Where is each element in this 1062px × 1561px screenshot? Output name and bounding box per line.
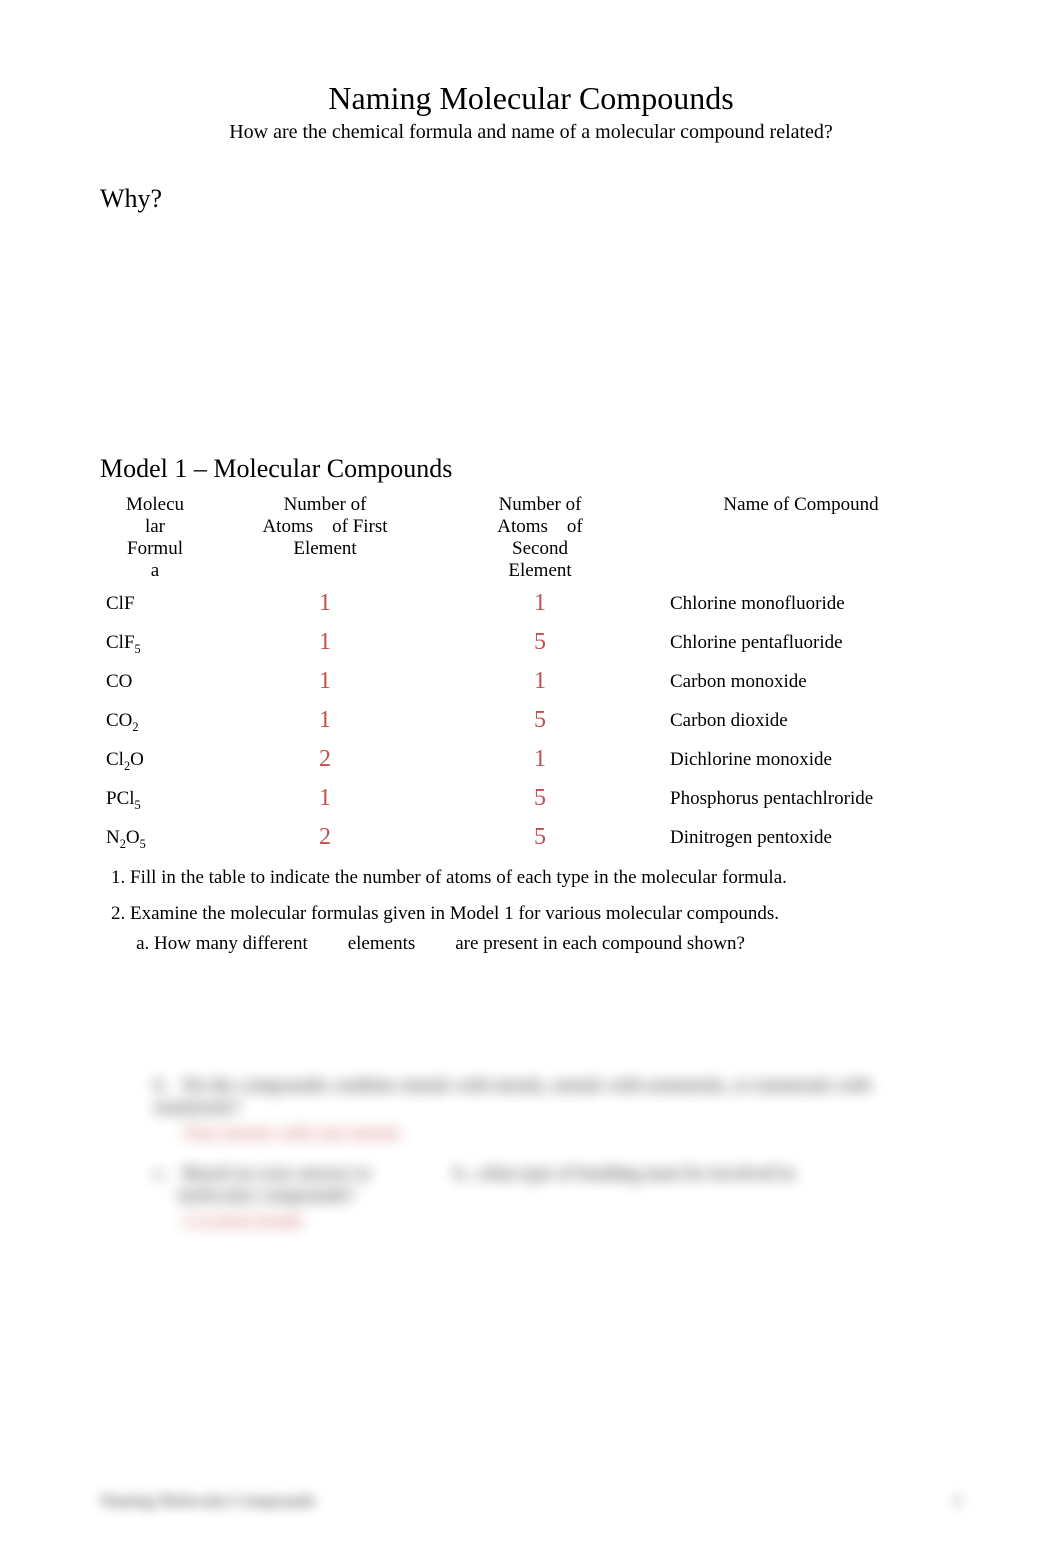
footer-right: 1: [954, 1491, 963, 1511]
table-row: N2O525Dinitrogen pentoxide: [100, 818, 962, 857]
cell-first-count: 1: [210, 623, 440, 662]
cell-formula: ClF5: [100, 623, 210, 662]
cell-second-count: 5: [440, 701, 640, 740]
q2c-letter: c.: [154, 1163, 178, 1185]
footer-left: Naming Molecular Compounds: [100, 1491, 315, 1511]
cell-first-count: 1: [210, 584, 440, 623]
cell-second-count: 5: [440, 779, 640, 818]
cell-first-count: 1: [210, 701, 440, 740]
table-row: ClF515Chlorine pentafluoride: [100, 623, 962, 662]
cell-second-count: 1: [440, 584, 640, 623]
compounds-table: MolecularFormula Number ofAtoms of First…: [100, 492, 962, 857]
cell-compound-name: Dinitrogen pentoxide: [640, 818, 962, 857]
questions-list: Fill in the table to indicate the number…: [130, 867, 962, 955]
question-2a: How many different elements are present …: [154, 933, 802, 955]
cell-formula: PCl5: [100, 779, 210, 818]
cell-formula: N2O5: [100, 818, 210, 857]
cell-formula: CO: [100, 662, 210, 701]
q2c-answer: Covalent bonds: [184, 1211, 962, 1233]
q2b-text: Do the compounds combine metals with met…: [154, 1075, 871, 1118]
page: Naming Molecular Compounds How are the c…: [0, 0, 1062, 1561]
question-2: Examine the molecular formulas given in …: [130, 903, 962, 955]
cell-compound-name: Chlorine pentafluoride: [640, 623, 962, 662]
header-formula: MolecularFormula: [100, 492, 210, 584]
q2b-answer: Non-metals with non-metals: [184, 1123, 962, 1145]
cell-formula: Cl2O: [100, 740, 210, 779]
cell-first-count: 1: [210, 779, 440, 818]
cell-compound-name: Dichlorine monoxide: [640, 740, 962, 779]
q2c-line2: molecular compounds?: [178, 1185, 962, 1207]
cell-formula: ClF: [100, 584, 210, 623]
table-row: Cl2O21Dichlorine monoxide: [100, 740, 962, 779]
q2a-p2: elements: [348, 933, 416, 955]
q2a-p1: How many different: [154, 933, 308, 955]
cell-compound-name: Carbon dioxide: [640, 701, 962, 740]
table-row: CO215Carbon dioxide: [100, 701, 962, 740]
cell-compound-name: Chlorine monofluoride: [640, 584, 962, 623]
q2c-line: c. Based on your answer to b., what type…: [154, 1163, 962, 1185]
header-second: Number ofAtoms ofSecondElement: [440, 492, 640, 584]
cell-formula: CO2: [100, 701, 210, 740]
page-footer: Naming Molecular Compounds 1: [100, 1491, 962, 1511]
table-header: MolecularFormula Number ofAtoms of First…: [100, 492, 962, 584]
page-title: Naming Molecular Compounds: [100, 80, 962, 117]
header-name: Name of Compound: [640, 492, 962, 584]
q2c-right: b., what type of bonding must be involve…: [454, 1163, 962, 1185]
table-row: PCl515Phosphorus pentachlroride: [100, 779, 962, 818]
table-row: ClF11Chlorine monofluoride: [100, 584, 962, 623]
table-row: CO11Carbon monoxide: [100, 662, 962, 701]
table-body: ClF11Chlorine monofluorideClF515Chlorine…: [100, 584, 962, 857]
cell-compound-name: Phosphorus pentachlroride: [640, 779, 962, 818]
q2c-left: Based on your answer to: [183, 1163, 371, 1184]
page-subtitle: How are the chemical formula and name of…: [100, 121, 962, 144]
blurred-region: b. Do the compounds combine metals with …: [100, 1075, 962, 1233]
why-heading: Why?: [100, 184, 962, 214]
question-1: Fill in the table to indicate the number…: [130, 867, 962, 889]
cell-first-count: 1: [210, 662, 440, 701]
cell-compound-name: Carbon monoxide: [640, 662, 962, 701]
cell-second-count: 1: [440, 662, 640, 701]
cell-second-count: 1: [440, 740, 640, 779]
model-heading: Model 1 – Molecular Compounds: [100, 454, 962, 484]
q2b-letter: b.: [154, 1075, 178, 1097]
header-first: Number ofAtoms of FirstElement: [210, 492, 440, 584]
q2a-p3: are present in each compound shown?: [455, 933, 745, 955]
cell-second-count: 5: [440, 623, 640, 662]
cell-second-count: 5: [440, 818, 640, 857]
cell-first-count: 2: [210, 740, 440, 779]
question-2-sub: How many different elements are present …: [154, 933, 802, 955]
cell-first-count: 2: [210, 818, 440, 857]
question-2-text: Examine the molecular formulas given in …: [130, 903, 779, 924]
